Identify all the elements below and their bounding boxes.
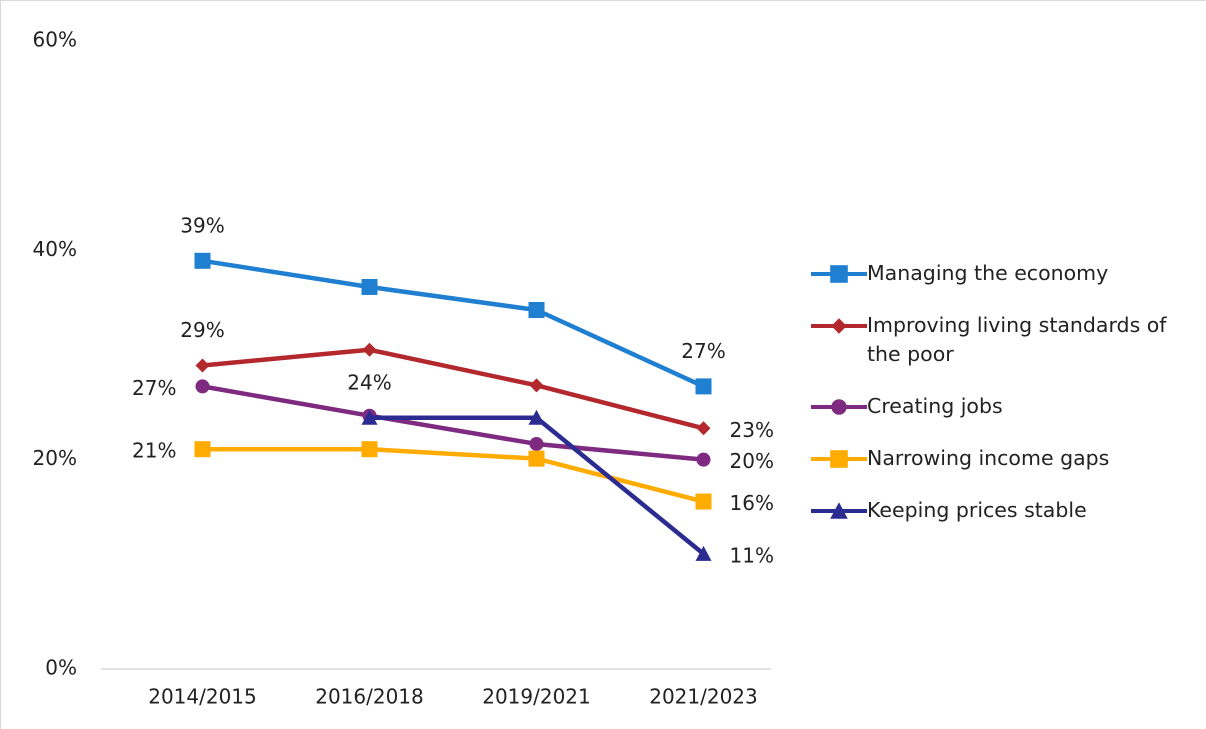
data-label: 21% <box>132 439 176 463</box>
legend-item: Improving living standards of the poor <box>809 311 1199 369</box>
data-label: 29% <box>180 318 224 342</box>
data-label: 24% <box>347 370 391 394</box>
y-tick-label: 0% <box>45 656 77 680</box>
marker <box>362 342 377 357</box>
legend-swatch <box>811 502 867 519</box>
x-tick-label: 2016/2018 <box>315 685 424 709</box>
marker <box>528 301 545 318</box>
data-label: 27% <box>132 376 176 400</box>
marker <box>831 318 847 334</box>
marker <box>529 436 544 451</box>
legend-swatch <box>811 318 867 334</box>
legend: Managing the economy Improving living sta… <box>809 259 1199 548</box>
series-line <box>202 258 705 389</box>
series-line <box>202 446 705 504</box>
legend-item: Keeping prices stable <box>809 496 1199 525</box>
x-tick-label: 2014/2015 <box>148 685 257 709</box>
data-label: 16% <box>730 491 774 515</box>
marker <box>528 409 545 425</box>
series-line <box>202 347 705 431</box>
marker <box>695 545 712 561</box>
marker <box>361 278 378 295</box>
marker <box>695 378 712 395</box>
legend-label: Improving living standards of the poor <box>867 313 1167 366</box>
legend-swatch <box>811 399 867 415</box>
x-tick-label: 2019/2021 <box>482 685 591 709</box>
data-label: 23% <box>730 418 774 442</box>
marker <box>696 421 711 436</box>
marker <box>528 450 545 467</box>
data-label: 39% <box>180 213 224 237</box>
series-line <box>202 384 704 462</box>
legend-item: Creating jobs <box>809 392 1199 421</box>
marker <box>194 441 211 458</box>
legend-label: Keeping prices stable <box>867 498 1087 522</box>
marker <box>361 409 378 425</box>
y-tick-label: 20% <box>33 446 77 470</box>
y-tick-label: 40% <box>33 237 77 261</box>
marker <box>830 265 848 283</box>
legend-swatch <box>811 450 867 468</box>
legend-label: Managing the economy <box>867 261 1109 285</box>
x-tick-label: 2021/2023 <box>649 685 758 709</box>
marker <box>194 252 211 269</box>
marker <box>830 502 848 519</box>
marker <box>195 358 210 373</box>
y-tick-label: 60% <box>33 28 77 52</box>
marker <box>195 379 210 394</box>
marker <box>361 441 378 458</box>
marker <box>696 452 711 467</box>
legend-label: Creating jobs <box>867 394 1003 418</box>
marker <box>831 399 847 415</box>
legend-swatch <box>811 265 867 283</box>
legend-item: Narrowing income gaps <box>809 444 1199 473</box>
data-label: 20% <box>730 449 774 473</box>
legend-label: Narrowing income gaps <box>867 446 1110 470</box>
data-label: 11% <box>730 543 774 567</box>
legend-item: Managing the economy <box>809 259 1199 288</box>
marker <box>529 378 544 393</box>
data-label: 27% <box>681 339 725 363</box>
marker <box>695 493 712 510</box>
marker <box>830 450 848 468</box>
